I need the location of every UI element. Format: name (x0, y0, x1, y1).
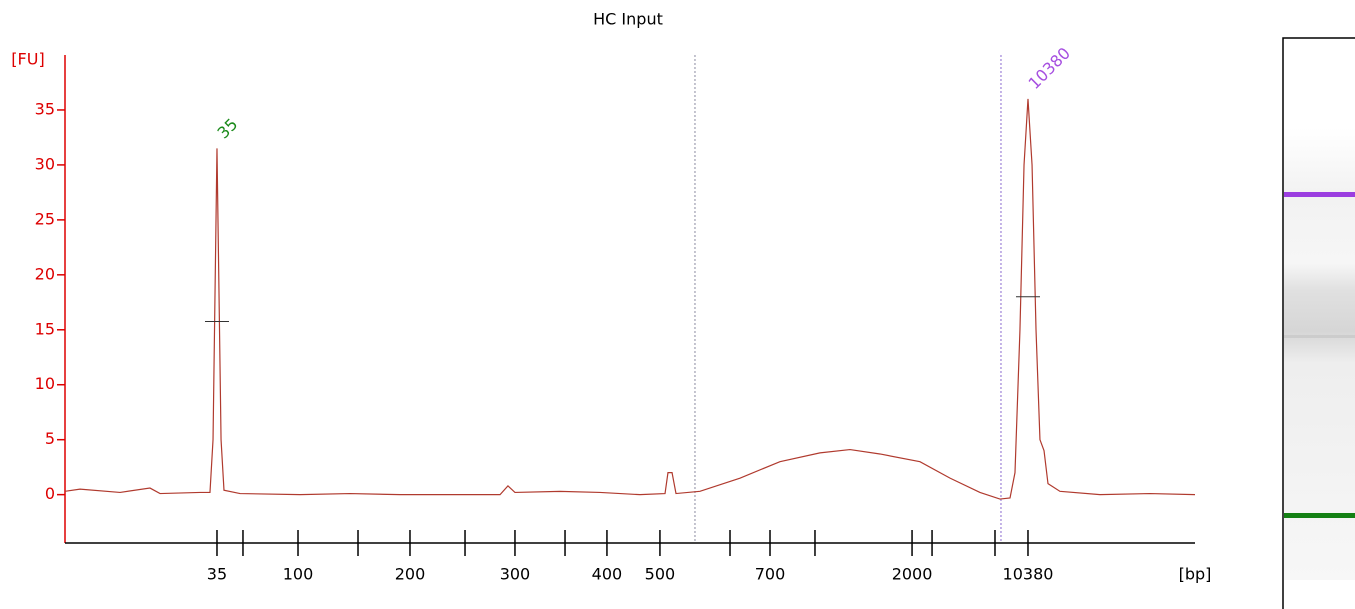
gel-background (1284, 128, 1355, 580)
trace (64, 98, 1196, 500)
y-tick-label: 0 (45, 484, 55, 503)
y-tick-label: 20 (35, 264, 55, 283)
x-tick-label: 500 (645, 565, 676, 584)
y-tick-label: 5 (45, 429, 55, 448)
y-tick-label: 30 (35, 154, 55, 173)
y-axis-label: [FU] (11, 50, 44, 69)
x-tick-label: 200 (395, 565, 426, 584)
x-tick-label: 35 (207, 565, 227, 584)
peak-label: 10380 (1025, 44, 1074, 93)
x-axis-label: [bp] (1179, 565, 1212, 584)
x-tick-label: 300 (500, 565, 531, 584)
chart-title: HC Input (593, 10, 663, 29)
y-tick-label: 35 (35, 99, 55, 118)
gel-marker-lower (1284, 513, 1355, 518)
y-tick-label: 25 (35, 209, 55, 228)
x-tick-label: 700 (755, 565, 786, 584)
x-tick-label: 2000 (892, 565, 933, 584)
y-tick-label: 10 (35, 374, 55, 393)
gel-lane (1282, 37, 1355, 609)
x-tick-label: 10380 (1003, 565, 1054, 584)
gel-band (1284, 335, 1355, 338)
peak-label: 35 (214, 115, 242, 143)
gel-marker-upper (1284, 192, 1355, 197)
x-tick-label: 400 (592, 565, 623, 584)
y-tick-label: 15 (35, 319, 55, 338)
x-tick-label: 100 (283, 565, 314, 584)
